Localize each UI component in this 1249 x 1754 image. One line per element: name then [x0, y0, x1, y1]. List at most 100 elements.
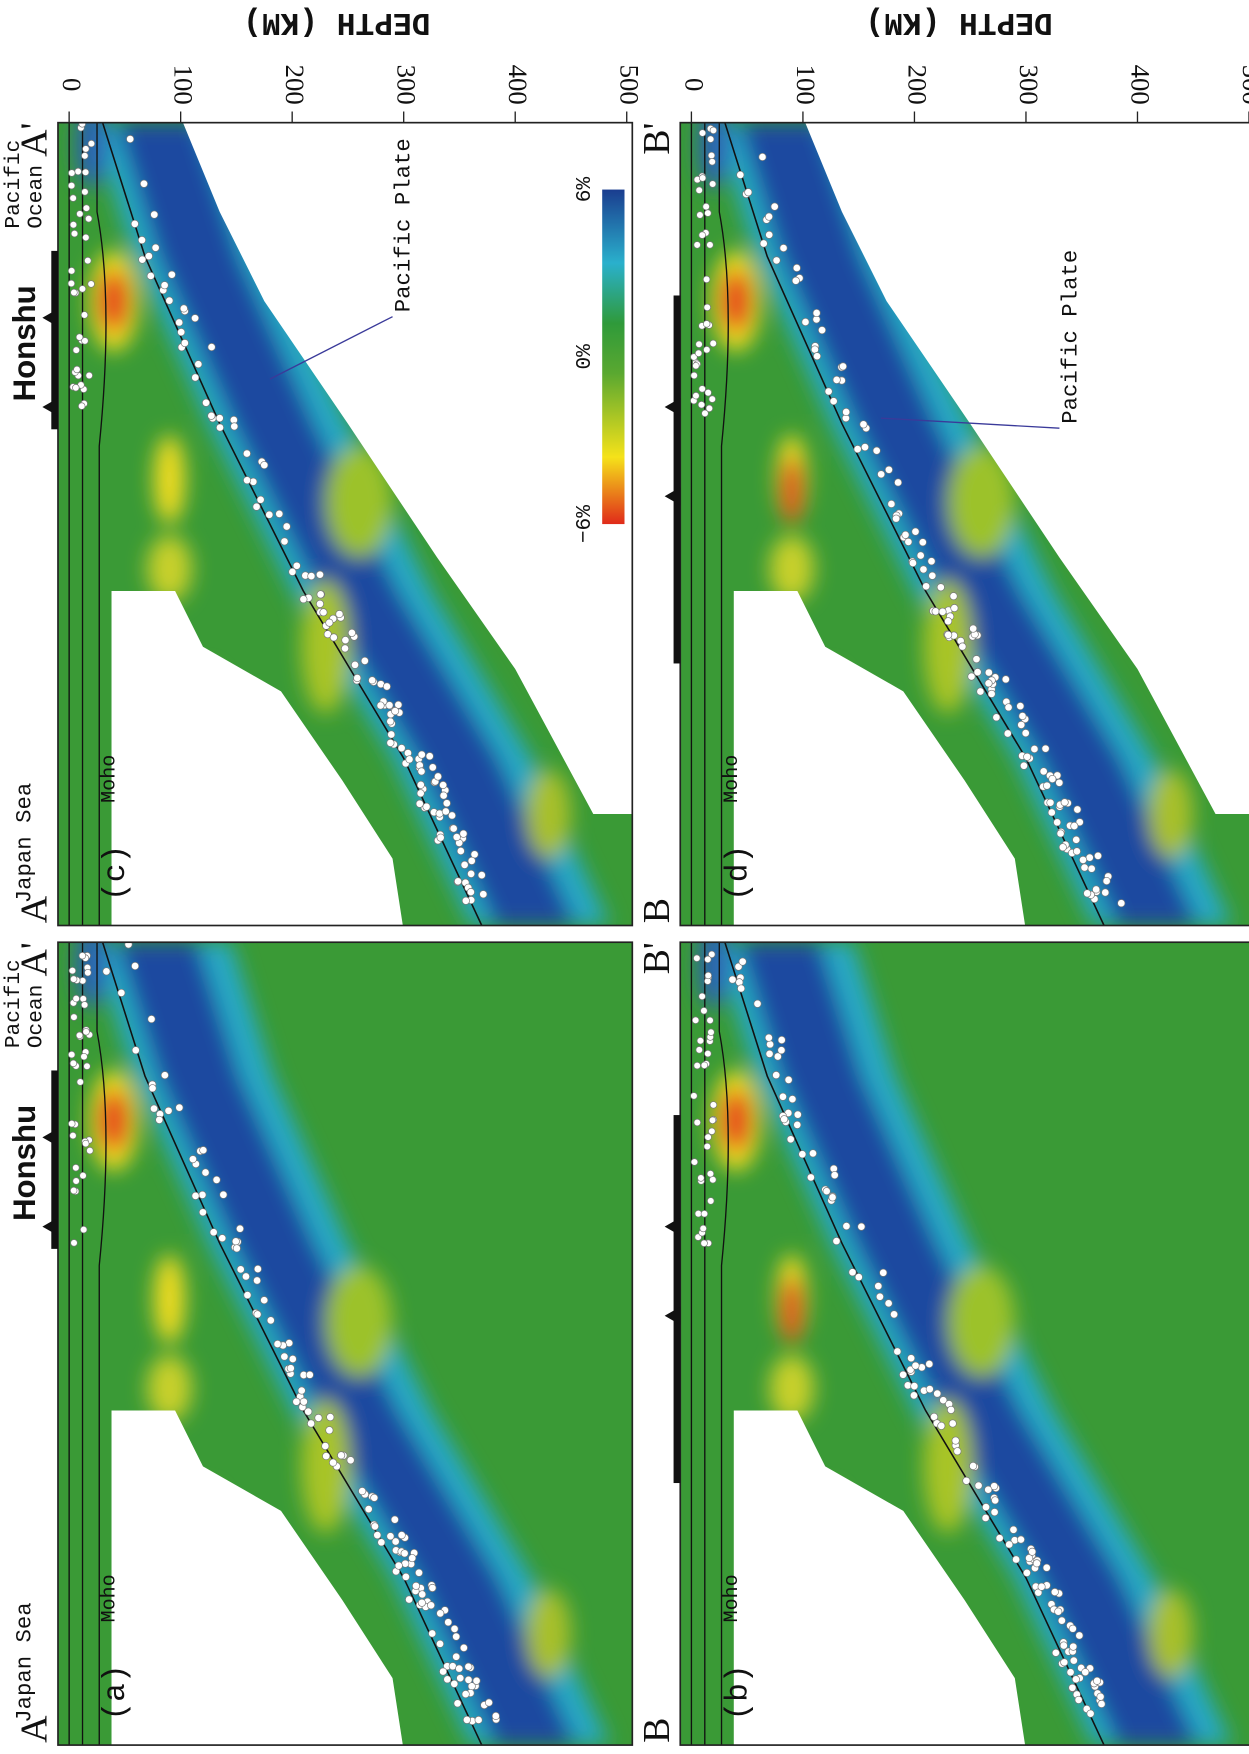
earthquake — [417, 750, 426, 759]
depth-axis: 0 100 200 300 400 500 DEPTH (KM) — [679, 4, 1249, 123]
earthquake — [1055, 778, 1064, 787]
earthquake — [212, 1175, 221, 1184]
anomaly — [526, 1588, 571, 1679]
earthquake — [87, 280, 95, 288]
earthquake — [199, 1146, 208, 1155]
tick-label: 300 — [392, 65, 422, 105]
colorbar — [602, 189, 625, 525]
earthquake — [72, 1177, 80, 1185]
earthquake — [439, 791, 448, 800]
earthquake — [441, 807, 450, 816]
earthquake — [461, 896, 470, 905]
earthquake — [707, 1028, 715, 1036]
earthquake — [337, 1451, 346, 1460]
earthquake — [1009, 1525, 1018, 1534]
earthquake — [139, 179, 148, 188]
earthquake — [207, 343, 216, 352]
earthquake — [436, 833, 445, 842]
earthquake — [759, 239, 768, 248]
earthquake — [708, 180, 717, 188]
earthquake — [877, 470, 886, 479]
earthquake — [191, 1191, 200, 1200]
tick-label: 100 — [791, 65, 821, 105]
earthquake — [315, 570, 324, 579]
earthquake — [939, 1396, 948, 1405]
earthquake — [391, 707, 400, 716]
earthquake — [701, 409, 709, 418]
moho-line — [718, 122, 729, 926]
tomogram — [680, 942, 1249, 1746]
earthquake — [948, 1419, 957, 1428]
anomalies — [698, 942, 1233, 1746]
earthquake — [80, 1052, 88, 1061]
earthquake — [908, 559, 917, 568]
earthquake — [329, 1458, 338, 1467]
earthquake — [931, 607, 940, 616]
earthquake — [708, 1116, 717, 1124]
moho-label: Moho — [721, 1574, 744, 1622]
earthquake — [273, 1339, 282, 1349]
earthquake — [335, 610, 344, 619]
earthquake — [967, 672, 976, 681]
earthquake — [329, 633, 338, 642]
earthquake — [824, 387, 833, 396]
earthquake — [286, 1364, 295, 1373]
earthquake — [697, 401, 706, 409]
earthquake — [842, 1222, 851, 1231]
earthquake — [467, 856, 476, 865]
volcano — [42, 308, 58, 327]
earthquake — [368, 676, 377, 685]
earthquake — [144, 252, 153, 261]
earthquake — [938, 607, 947, 616]
earthquake — [439, 781, 448, 790]
earthquake — [1075, 1631, 1084, 1640]
earthquake — [151, 243, 160, 252]
earthquake — [698, 129, 707, 137]
earthquake — [218, 1234, 227, 1243]
earthquake — [765, 1049, 774, 1058]
earthquake — [1073, 805, 1082, 814]
earthquake — [428, 1583, 437, 1592]
earthquake — [925, 1359, 934, 1369]
earthquake — [428, 1629, 437, 1638]
earthquake — [839, 362, 848, 371]
volcano — [664, 1217, 681, 1236]
earthquake — [243, 476, 252, 485]
panel: (d) B B' Moho Pacific Plate — [636, 121, 1249, 927]
earthquake — [981, 1513, 990, 1522]
earthquake — [315, 599, 324, 608]
earthquake — [382, 682, 391, 691]
earthquake — [793, 1120, 802, 1129]
earthquake — [698, 231, 706, 239]
earthquake — [987, 689, 996, 698]
earthquake — [265, 510, 274, 519]
anomaly — [720, 1089, 752, 1152]
earthquake — [1032, 1559, 1041, 1568]
plate-pointer — [269, 316, 393, 380]
earthquake — [953, 1447, 962, 1456]
earthquake — [705, 404, 714, 413]
earthquake — [848, 1268, 857, 1277]
earthquake — [117, 988, 126, 997]
anomalies — [698, 122, 1233, 926]
earthquake — [280, 537, 289, 546]
earthquake — [149, 1104, 159, 1113]
earthquake — [377, 1538, 386, 1547]
earthquake — [78, 952, 87, 960]
earthquake — [1058, 843, 1067, 852]
earthquake — [1093, 1676, 1102, 1685]
earthquake — [68, 1120, 76, 1128]
earthquake — [436, 1639, 445, 1648]
earthquake — [370, 1522, 379, 1531]
earthquake — [387, 730, 396, 739]
earthquake — [798, 1150, 807, 1159]
anomaly — [947, 1265, 1015, 1378]
earthquake — [319, 608, 328, 617]
earthquake — [1092, 885, 1101, 894]
earthquake — [322, 1452, 331, 1461]
earthquake — [1018, 712, 1027, 721]
earthquake — [177, 328, 186, 337]
anomaly — [720, 269, 752, 333]
earthquake — [160, 1071, 169, 1080]
tomogram — [680, 122, 1249, 926]
